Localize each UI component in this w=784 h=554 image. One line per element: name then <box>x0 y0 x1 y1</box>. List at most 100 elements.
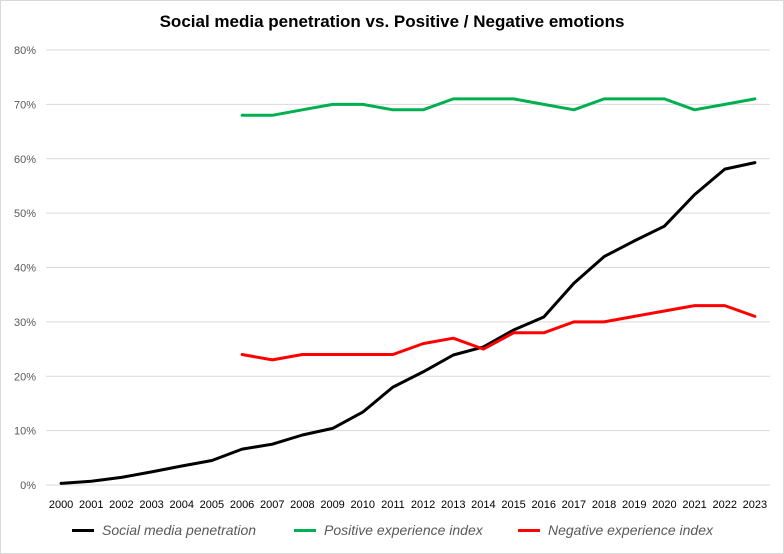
x-tick-label: 2012 <box>411 499 435 511</box>
data-point-social-media-penetration <box>603 255 606 258</box>
data-point-social-media-penetration <box>331 427 334 430</box>
data-point-positive-experience-index <box>482 97 485 100</box>
data-point-social-media-penetration <box>391 386 394 389</box>
legend-label-social-media: Social media penetration <box>102 522 257 538</box>
x-tick-label: 2002 <box>109 499 133 511</box>
x-tick-label: 2021 <box>682 499 706 511</box>
data-point-social-media-penetration <box>210 459 213 462</box>
x-tick-label: 2017 <box>562 499 586 511</box>
data-point-negative-experience-index <box>241 353 244 356</box>
y-tick-label: 80% <box>14 45 36 57</box>
data-point-social-media-penetration <box>241 448 244 451</box>
data-point-negative-experience-index <box>663 310 666 313</box>
data-point-positive-experience-index <box>301 108 304 111</box>
series-line-positive-experience-index <box>240 97 757 117</box>
data-point-positive-experience-index <box>633 97 636 100</box>
legend-swatch-negative <box>518 528 540 532</box>
x-tick-label: 2009 <box>320 499 344 511</box>
x-tick-label: 2013 <box>441 499 465 511</box>
data-point-positive-experience-index <box>422 108 425 111</box>
data-point-social-media-penetration <box>150 470 153 473</box>
data-point-social-media-penetration <box>301 433 304 436</box>
x-tick-label: 2015 <box>501 499 525 511</box>
data-point-negative-experience-index <box>512 331 515 334</box>
legend-item-negative: Negative experience index <box>518 522 713 538</box>
data-point-social-media-penetration <box>361 411 364 414</box>
data-point-social-media-penetration <box>60 482 63 485</box>
data-point-positive-experience-index <box>331 103 334 106</box>
x-tick-label: 2020 <box>652 499 676 511</box>
y-tick-label: 0% <box>20 480 36 492</box>
data-point-positive-experience-index <box>271 114 274 117</box>
data-point-positive-experience-index <box>723 103 726 106</box>
data-point-positive-experience-index <box>512 97 515 100</box>
data-point-negative-experience-index <box>603 320 606 323</box>
legend-item-social-media: Social media penetration <box>72 522 256 538</box>
data-point-social-media-penetration <box>271 443 274 446</box>
data-point-negative-experience-index <box>301 353 304 356</box>
data-point-negative-experience-index <box>633 315 636 318</box>
data-point-positive-experience-index <box>391 108 394 111</box>
data-point-social-media-penetration <box>542 315 545 318</box>
legend-item-positive: Positive experience index <box>294 522 483 538</box>
x-tick-label: 2018 <box>592 499 616 511</box>
data-point-negative-experience-index <box>452 337 455 340</box>
x-tick-label: 2019 <box>622 499 646 511</box>
data-point-social-media-penetration <box>120 476 123 479</box>
data-point-negative-experience-index <box>693 304 696 307</box>
y-tick-label: 70% <box>14 99 36 111</box>
y-tick-label: 20% <box>14 371 36 383</box>
data-point-positive-experience-index <box>753 97 756 100</box>
data-point-negative-experience-index <box>723 304 726 307</box>
y-tick-label: 30% <box>14 317 36 329</box>
data-point-positive-experience-index <box>572 108 575 111</box>
legend-swatch-positive <box>294 528 316 532</box>
x-tick-label: 2003 <box>139 499 163 511</box>
legend-label-positive: Positive experience index <box>324 522 483 538</box>
data-point-social-media-penetration <box>693 193 696 196</box>
x-tick-label: 2010 <box>351 499 375 511</box>
data-point-social-media-penetration <box>723 168 726 171</box>
x-tick-label: 2004 <box>170 499 194 511</box>
data-point-negative-experience-index <box>753 315 756 318</box>
data-point-positive-experience-index <box>452 97 455 100</box>
data-point-negative-experience-index <box>572 320 575 323</box>
y-tick-label: 60% <box>14 154 36 166</box>
data-point-negative-experience-index <box>482 348 485 351</box>
x-tick-label: 2014 <box>471 499 495 511</box>
y-tick-label: 40% <box>14 263 36 275</box>
data-point-social-media-penetration <box>663 225 666 228</box>
data-point-negative-experience-index <box>331 353 334 356</box>
legend-swatch-social-media <box>72 528 94 532</box>
data-point-negative-experience-index <box>361 353 364 356</box>
data-point-positive-experience-index <box>361 103 364 106</box>
data-point-social-media-penetration <box>753 161 756 164</box>
series-line-negative-experience-index <box>240 304 757 362</box>
data-point-negative-experience-index <box>271 358 274 361</box>
data-point-negative-experience-index <box>542 331 545 334</box>
data-point-positive-experience-index <box>693 108 696 111</box>
data-point-positive-experience-index <box>542 103 545 106</box>
data-point-social-media-penetration <box>90 480 93 483</box>
data-point-social-media-penetration <box>512 329 515 332</box>
x-tick-label: 2011 <box>381 499 405 511</box>
data-point-social-media-penetration <box>180 464 183 467</box>
data-point-negative-experience-index <box>391 353 394 356</box>
data-point-positive-experience-index <box>241 114 244 117</box>
chart-legend: Social media penetration Positive experi… <box>0 522 784 542</box>
y-tick-label: 10% <box>14 426 36 438</box>
data-point-negative-experience-index <box>422 342 425 345</box>
data-point-social-media-penetration <box>452 354 455 357</box>
line-chart: 0% 10% 20% 30% 40% 50% 60% 70% 80% 2000 2001 2002 2… <box>14 45 770 511</box>
x-tick-label: 2006 <box>230 499 254 511</box>
chart-title: Social media penetration vs. Positive / … <box>159 12 625 31</box>
x-tick-label: 2016 <box>532 499 556 511</box>
x-tick-label: 2022 <box>713 499 737 511</box>
x-tick-label: 2007 <box>260 499 284 511</box>
data-point-positive-experience-index <box>663 97 666 100</box>
x-tick-label: 2001 <box>79 499 103 511</box>
series-line-social-media-penetration <box>59 161 757 485</box>
x-tick-label: 2008 <box>290 499 314 511</box>
x-tick-label: 2023 <box>743 499 767 511</box>
